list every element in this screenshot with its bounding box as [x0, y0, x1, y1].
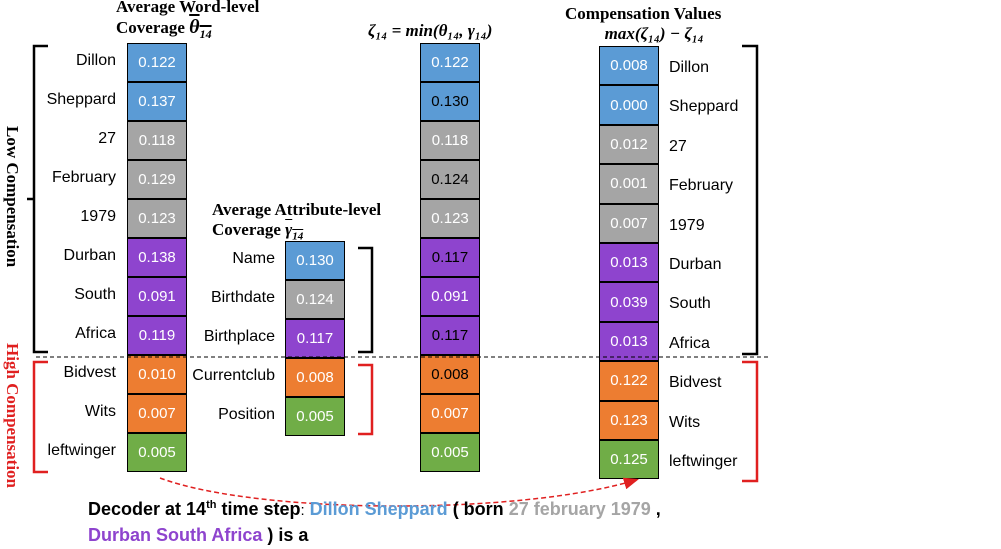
word-coverage-cell: 0.005: [127, 433, 187, 472]
decoder-line2: Durban South Africa ) is a: [88, 525, 308, 546]
word-label: February: [51, 169, 116, 186]
attribute-coverage-title: Average Attribute-level Coverage γ14: [212, 200, 381, 246]
decoder-name: Dillon Sheppard: [309, 499, 448, 519]
zeta-cell: 0.130: [420, 82, 480, 121]
word-label: Sheppard: [46, 91, 116, 108]
gamma-symbol: γ14: [285, 220, 304, 243]
word-label: 27: [98, 130, 116, 147]
word-title-line1: Average Word-level: [116, 0, 260, 16]
compensation-word-label: leftwinger: [669, 453, 738, 470]
zeta-cell: 0.124: [420, 160, 480, 199]
compensation-word-label: Durban: [669, 256, 722, 273]
word-coverage-cell: 0.123: [127, 199, 187, 238]
compensation-word-label: Africa: [669, 334, 710, 352]
attr-title-coverage: Coverage: [212, 220, 286, 239]
compensation-word-label: February: [669, 177, 734, 195]
attribute-coverage-cell: 0.005: [285, 397, 345, 436]
decoder-colon: :: [300, 502, 305, 519]
compensation-cell: 0.125: [599, 440, 659, 480]
compensation-cell: 0.012: [599, 124, 659, 165]
compensation-word-label: 27: [669, 137, 687, 155]
word-coverage-cell: 0.122: [127, 43, 187, 82]
attribute-coverage-cell: 0.124: [285, 280, 345, 319]
decoder-date: 27 february 1979: [508, 499, 651, 519]
attribute-label: Name: [232, 250, 275, 267]
compensation-cell: 0.039: [599, 282, 659, 322]
decoder-suffix: time step: [216, 499, 301, 519]
decoder-comma: ,: [650, 499, 661, 519]
attribute-label: Birthplace: [203, 328, 275, 345]
compensation-word-label: Bidvest: [669, 374, 722, 392]
zeta-cell: 0.117: [420, 316, 480, 355]
compensation-cell: 0.122: [599, 361, 659, 401]
word-coverage-title: Average Word-level Coverage θ14: [116, 0, 259, 44]
word-coverage-cell: 0.091: [127, 277, 187, 316]
attr-title-line1: Average Attribute-level: [212, 200, 382, 219]
zeta-formula: ζ₁₄ = min(θ₁₄, γ₁₄): [368, 21, 493, 40]
comp-title-line2: max(ζ₁₄) − ζ₁₄: [604, 24, 704, 43]
attribute-label: Birthdate: [210, 289, 275, 306]
word-coverage-cell: 0.129: [127, 160, 187, 199]
attr-high-bracket: [358, 363, 374, 436]
compensation-cell: 0.000: [599, 85, 659, 125]
compensation-word-label: 1979: [669, 216, 705, 234]
zeta-cell: 0.007: [420, 394, 480, 433]
word-coverage-cell: 0.138: [127, 238, 187, 277]
decoder-open: ( born: [447, 499, 509, 519]
word-coverage-cell: 0.010: [127, 355, 187, 394]
compensation-title: Compensation Values max(ζ₁₄) − ζ₁₄: [565, 4, 721, 44]
attribute-coverage-cell: 0.130: [285, 241, 345, 280]
compensation-cell: 0.001: [599, 164, 659, 204]
word-label: Dillon: [75, 52, 116, 69]
word-coverage-cell: 0.119: [127, 316, 187, 355]
zeta-cell: 0.005: [420, 433, 480, 472]
compensation-cell: 0.008: [599, 46, 659, 86]
attribute-label: Currentclub: [192, 367, 275, 384]
word-coverage-cell: 0.007: [127, 394, 187, 433]
compensation-word-label: South: [669, 295, 711, 313]
comp-high-bracket: [742, 360, 759, 483]
compensation-word-label: Dillon: [669, 59, 710, 76]
word-title-coverage: Coverage: [116, 18, 190, 37]
zeta-cell: 0.118: [420, 121, 480, 160]
attr-low-bracket: [358, 246, 374, 354]
compensation-cell: 0.013: [599, 321, 659, 362]
comp-title-line1: Compensation Values: [565, 4, 722, 23]
attribute-coverage-cell: 0.117: [285, 319, 345, 358]
high-bracket-left: [32, 360, 48, 474]
compensation-word-label: Wits: [669, 413, 701, 431]
decoder-place: Durban South Africa: [88, 525, 263, 545]
word-coverage-cell: 0.118: [127, 121, 187, 160]
word-label: Africa: [75, 325, 116, 342]
attr-title-line2: Coverage γ14: [212, 220, 381, 246]
low-bracket-left: [32, 44, 48, 354]
theta-symbol: θ14: [189, 16, 212, 41]
compensation-arrow: [159, 477, 639, 507]
word-label: Durban: [63, 247, 116, 264]
decoder-sup: th: [206, 499, 217, 511]
word-label: leftwinger: [47, 442, 116, 459]
compensation-cell: 0.013: [599, 243, 659, 283]
word-label: Bidvest: [63, 364, 116, 381]
attribute-coverage-cell: 0.008: [285, 358, 345, 397]
attribute-label: Position: [218, 406, 275, 423]
zeta-cell: 0.117: [420, 238, 480, 277]
zeta-cell: 0.091: [420, 277, 480, 316]
comp-low-bracket: [742, 44, 759, 356]
word-label: 1979: [80, 208, 116, 225]
decoder-close: ) is a: [262, 525, 309, 545]
word-label: Wits: [84, 403, 116, 420]
compensation-word-label: Sheppard: [669, 98, 739, 116]
zeta-cell: 0.123: [420, 199, 480, 238]
zeta-cell: 0.122: [420, 43, 480, 82]
compensation-cell: 0.123: [599, 400, 659, 440]
decoder-prefix: Decoder at 14: [88, 499, 207, 519]
decoder-line1: Decoder at 14th time step: Dillon Sheppa…: [88, 499, 661, 520]
word-label: South: [74, 286, 116, 303]
zeta-cell: 0.008: [420, 355, 480, 394]
compensation-cell: 0.007: [599, 203, 659, 243]
word-coverage-cell: 0.137: [127, 82, 187, 121]
word-title-line2: Coverage θ14: [116, 17, 259, 44]
